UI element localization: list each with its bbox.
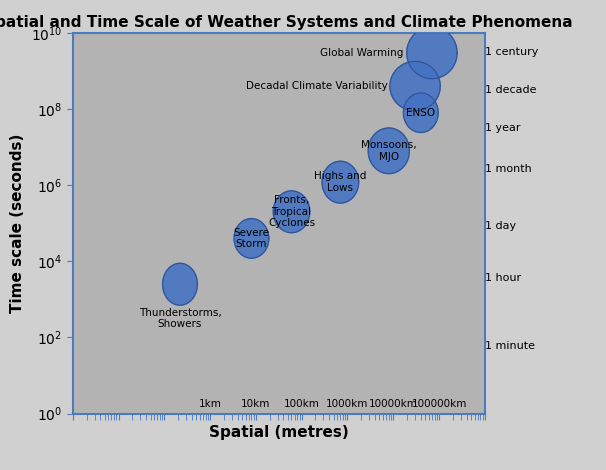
Text: Highs and
Lows: Highs and Lows	[314, 172, 367, 193]
Text: 1 year: 1 year	[485, 123, 521, 133]
Text: 1 century: 1 century	[485, 47, 539, 57]
Text: 1km: 1km	[199, 399, 222, 409]
Polygon shape	[273, 191, 310, 233]
Polygon shape	[407, 27, 457, 78]
Text: 1 month: 1 month	[485, 164, 532, 174]
Text: Monsoons,
MJO: Monsoons, MJO	[361, 140, 416, 162]
Polygon shape	[322, 161, 359, 203]
Text: 1 minute: 1 minute	[485, 341, 535, 351]
Polygon shape	[390, 62, 440, 111]
Text: 1000km: 1000km	[326, 399, 368, 409]
Text: Thunderstorms,
Showers: Thunderstorms, Showers	[139, 308, 221, 329]
Text: 100km: 100km	[284, 399, 319, 409]
Text: 1 day: 1 day	[485, 221, 516, 231]
Y-axis label: Time scale (seconds): Time scale (seconds)	[10, 133, 25, 313]
Text: Decadal Climate Variability: Decadal Climate Variability	[246, 81, 388, 91]
X-axis label: Spatial (metres): Spatial (metres)	[209, 425, 348, 440]
Text: 10km: 10km	[241, 399, 270, 409]
Polygon shape	[234, 219, 269, 258]
Title: Spatial and Time Scale of Weather Systems and Climate Phenomena: Spatial and Time Scale of Weather System…	[0, 16, 573, 31]
Text: 1 hour: 1 hour	[485, 273, 521, 283]
Text: ENSO: ENSO	[406, 108, 435, 118]
Polygon shape	[162, 263, 198, 305]
Text: 1 decade: 1 decade	[485, 85, 536, 95]
Text: 100000km: 100000km	[411, 399, 467, 409]
Text: 10000km: 10000km	[369, 399, 418, 409]
Text: Fronts,
Tropical
Cyclones: Fronts, Tropical Cyclones	[268, 195, 315, 228]
Polygon shape	[368, 128, 410, 173]
Polygon shape	[404, 93, 438, 133]
Text: Global Warming: Global Warming	[320, 48, 404, 58]
Text: Severe
Storm: Severe Storm	[233, 227, 270, 249]
